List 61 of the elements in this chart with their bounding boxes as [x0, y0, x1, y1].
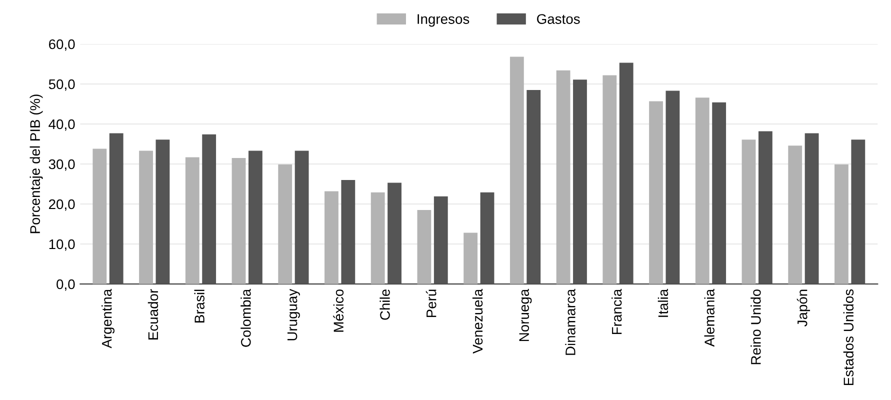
y-axis-title: Porcentaje del PIB (%): [30, 94, 43, 234]
bar: [573, 80, 587, 284]
x-tick-label: Estados Unidos: [843, 289, 854, 385]
y-tick-label: 0,0: [56, 279, 75, 291]
bar: [109, 133, 124, 284]
x-tick-label: Chile: [380, 289, 390, 320]
legend-label: Gastos: [537, 14, 580, 24]
x-tick-label: Uruguay: [287, 288, 300, 340]
bar: [742, 140, 756, 284]
bar: [232, 158, 246, 284]
bar: [834, 164, 848, 284]
x-tick-label: Colombia: [240, 288, 251, 347]
bar: [417, 210, 432, 284]
x-tick-label: México: [333, 289, 344, 332]
bar: [480, 192, 494, 284]
bar: [556, 70, 570, 284]
bar: [388, 182, 402, 284]
bar: [619, 62, 634, 284]
bar: [464, 232, 478, 284]
bar: [510, 56, 524, 284]
bar: [666, 90, 680, 284]
bar: [602, 75, 617, 284]
bar: [695, 98, 710, 284]
y-tick-label: 60,0: [49, 39, 75, 51]
x-tick-label: Brasil: [194, 290, 204, 322]
bar: [788, 146, 802, 284]
bar: [202, 134, 216, 284]
bar: [248, 150, 262, 284]
y-tick-label: 50,0: [48, 79, 75, 91]
y-tick-label: 30,0: [48, 159, 75, 171]
bar: [185, 157, 200, 284]
x-tick-label: Francia: [612, 288, 622, 334]
bar: [341, 180, 356, 284]
y-tick-label: 10,0: [49, 239, 75, 251]
bar: [804, 133, 819, 284]
legend-label: Ingresos: [418, 14, 470, 27]
bar: [156, 140, 170, 284]
bar: [712, 102, 726, 284]
y-tick-label: 40,0: [48, 119, 75, 131]
bar: [278, 164, 292, 284]
x-tick-label: Reino Unido: [750, 289, 761, 364]
x-tick-label: Perú: [426, 290, 436, 318]
x-tick-label: Noruega: [519, 288, 532, 341]
x-tick-label: Italia: [658, 288, 668, 317]
bar: [294, 150, 309, 284]
bar: [851, 140, 866, 284]
bar: [649, 101, 663, 284]
x-tick-label: Venezuela: [472, 288, 483, 354]
bar: [434, 196, 448, 284]
x-tick-label: Ecuador: [148, 289, 158, 340]
y-tick-label: 20,0: [49, 199, 75, 211]
x-tick-label: Argentina: [102, 288, 114, 348]
bar: [526, 90, 541, 284]
bar: [370, 192, 385, 284]
bar: [324, 191, 338, 284]
x-tick-label: Dinamarca: [565, 288, 576, 355]
bar: [139, 150, 153, 284]
x-tick-label: Alemania: [704, 288, 714, 347]
x-tick-label: Japón: [796, 290, 810, 326]
bar: [92, 148, 107, 284]
bar: [758, 131, 772, 284]
